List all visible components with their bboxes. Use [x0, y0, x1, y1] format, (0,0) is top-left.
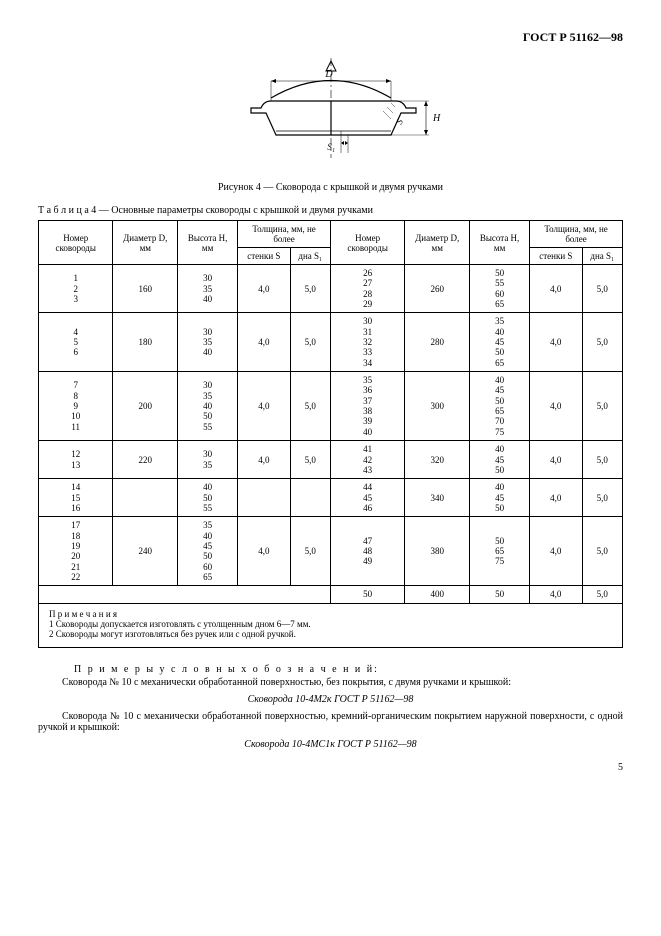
notes-block: П р и м е ч а н и я 1 Сковороды допускае… [38, 604, 623, 648]
paragraph-1: Сковорода № 10 с механически обработанно… [38, 677, 623, 688]
designation-2: Сковорода 10-4МС1к ГОСТ Р 51162—98 [38, 739, 623, 750]
table-row: 789101120030354050554,05,035363738394030… [39, 372, 623, 441]
table-row: 1231603035404,05,026272829260505560654,0… [39, 265, 623, 313]
col-diam: Диаметр D, мм [113, 221, 178, 265]
col-diam-r: Диаметр D, мм [405, 221, 470, 265]
figure-diagram: D H S S₁ [38, 53, 623, 176]
col-height: Высота H, мм [178, 221, 238, 265]
col-num: Номер сковороды [39, 221, 113, 265]
col-bottom: дна S₁ [290, 248, 330, 265]
figure-caption: Рисунок 4 — Сковорода с крышкой и двумя … [38, 182, 623, 193]
label-D: D [324, 69, 333, 80]
note-1: 1 Сковороды допускается изготовлять с ут… [49, 619, 612, 629]
table-row: 4561803035404,05,03031323334280354045506… [39, 313, 623, 372]
paragraph-2: Сковорода № 10 с механически обработанно… [38, 711, 623, 733]
notes-title: П р и м е ч а н и я [49, 609, 612, 619]
col-num-r: Номер сковороды [330, 221, 404, 265]
table-row: 121322030354,05,04142433204045504,05,0 [39, 441, 623, 479]
table-row: 50400504,05,0 [39, 586, 623, 603]
col-bottom-r: дна S₁ [582, 248, 622, 265]
table-caption-prefix: Т а б л и ц а 4 [38, 205, 96, 216]
table-row: 1718192021222403540455060654,05,04748493… [39, 517, 623, 586]
label-S1: S₁ [327, 142, 335, 152]
table-row: 1415164050554445463404045504,05,0 [39, 479, 623, 517]
table-caption-rest: — Основные параметры сковороды с крышкой… [96, 205, 373, 216]
parameters-table: Номер сковороды Диаметр D, мм Высота H, … [38, 220, 623, 604]
examples-label: П р и м е р ы у с л о в н ы х о б о з н … [74, 664, 623, 675]
note-2: 2 Сковороды могут изготовляться без руче… [49, 629, 612, 639]
doc-code: ГОСТ Р 51162—98 [38, 30, 623, 45]
col-wall-r: стенки S [530, 248, 582, 265]
table-caption: Т а б л и ц а 4 — Основные параметры ско… [38, 205, 623, 216]
col-thick: Толщина, мм, не более [238, 221, 331, 248]
col-wall: стенки S [238, 248, 290, 265]
col-thick-r: Толщина, мм, не более [530, 221, 623, 248]
label-H: H [432, 113, 441, 124]
col-height-r: Высота H, мм [470, 221, 530, 265]
designation-1: Сковорода 10-4М2к ГОСТ Р 51162—98 [38, 694, 623, 705]
page-number: 5 [38, 762, 623, 773]
